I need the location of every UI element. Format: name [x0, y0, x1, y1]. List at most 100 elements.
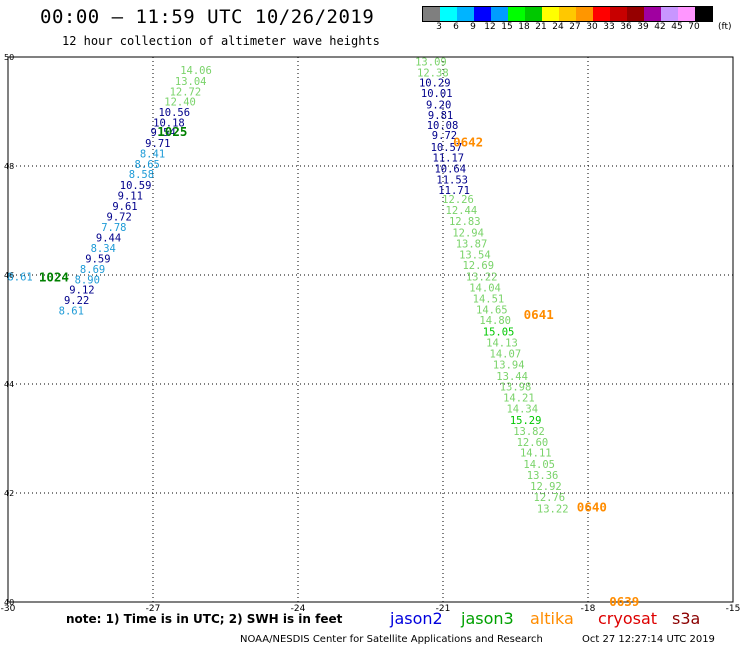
wave-height-value: 13.54 [459, 249, 491, 261]
map-frame [7, 56, 734, 603]
pass-time-label: 1024 [39, 270, 69, 285]
wave-height-value: 9.22 [64, 295, 89, 307]
wave-height-value: 10.29 [419, 78, 451, 90]
legend-item-jason2: jason2 [390, 609, 443, 628]
colorbar-unit: (ft) [718, 22, 732, 32]
wave-height-value: 12.76 [534, 492, 566, 504]
legend-item-altika: altika [530, 609, 574, 628]
legend-item-cryosat: cryosat [598, 609, 658, 628]
colorbar-swatch [678, 7, 695, 21]
x-tick-label: -18 [581, 604, 596, 614]
wave-height-value: 10.08 [427, 120, 459, 132]
note-text: note: 1) Time is in UTC; 2) SWH is in fe… [66, 612, 343, 626]
wave-height-value: 12.92 [530, 481, 562, 493]
wave-height-value: 12.26 [442, 194, 474, 206]
colorbar-tick-label: 18 [518, 22, 530, 32]
wave-height-value: 12.44 [446, 205, 478, 217]
footer-timestamp: Oct 27 12:27:14 UTC 2019 [582, 634, 715, 645]
wave-height-value: 14.07 [490, 348, 522, 360]
y-tick-label: 44 [4, 380, 14, 389]
wave-height-value: 9.12 [69, 285, 94, 297]
map-title: 00:00 – 11:59 UTC 10/26/2019 [40, 6, 375, 28]
wave-height-value: 8.34 [91, 243, 116, 255]
colorbar-swatch [423, 7, 440, 21]
colorbar-tick-label: 30 [586, 22, 598, 32]
wave-height-value: 12.72 [170, 86, 202, 98]
pass-time-label: 0641 [524, 307, 554, 322]
map-subtitle: 12 hour collection of altimeter wave hei… [62, 34, 380, 48]
wave-height-value: 13.44 [496, 371, 528, 383]
wave-height-value: 13.36 [527, 470, 559, 482]
wave-height-value: 11.53 [436, 175, 468, 187]
wave-height-value: 10.59 [120, 180, 152, 192]
wave-height-value: 9.71 [145, 138, 170, 150]
colorbar-tick-label: 70 [688, 22, 700, 32]
wave-height-value: 12.40 [164, 97, 196, 109]
colorbar-labels: 3 6 9 12 15 18 21 24 27 30 33 36 39 42 45 70 [422, 22, 740, 34]
y-tick-label: 40 [4, 598, 14, 607]
colorbar-swatch [661, 7, 678, 21]
pass-time-label: 0642 [453, 134, 483, 149]
wave-height-value: 14.11 [520, 448, 552, 460]
wave-height-value: 7.78 [101, 222, 126, 234]
wave-height-value: 12.60 [517, 437, 549, 449]
wave-height-value: 9.72 [432, 130, 457, 142]
x-tick-label: -21 [436, 604, 451, 614]
wave-height-value: 11.17 [433, 152, 465, 164]
wave-height-value: 13.98 [500, 382, 532, 394]
wave-height-value: 14.65 [476, 304, 508, 316]
y-tick-label: 42 [4, 489, 14, 498]
colorbar-swatch [644, 7, 661, 21]
colorbar-swatch [525, 7, 542, 21]
colorbar-tick-label: 27 [569, 22, 581, 32]
x-tick-label: -15 [726, 604, 740, 614]
wave-height-value: 14.06 [180, 65, 212, 77]
wave-height-value: 9.72 [107, 212, 132, 224]
y-tick-label: 46 [4, 271, 14, 280]
colorbar-tick-label: 33 [603, 22, 615, 32]
wave-height-value: 13.82 [513, 426, 545, 438]
colorbar-tick-label: 15 [501, 22, 513, 32]
wave-height-value: 12.94 [452, 227, 484, 239]
wave-height-value: 9.81 [428, 110, 453, 122]
wave-height-value: 15.29 [510, 415, 542, 427]
wave-height-value: 14.21 [503, 393, 535, 405]
colorbar-swatch [491, 7, 508, 21]
colorbar-tick-label: 21 [535, 22, 547, 32]
colorbar-tick-label: 9 [470, 22, 476, 32]
wave-height-value: 10.57 [431, 142, 463, 154]
wave-height-value: 9.44 [96, 232, 121, 244]
colorbar-swatch [559, 7, 576, 21]
y-tick-label: 48 [4, 162, 14, 171]
pass-time-label: 0639 [609, 594, 639, 609]
wave-height-value: 13.22 [466, 272, 498, 284]
pass-time-label: 0640 [577, 500, 607, 515]
colorbar-swatch [474, 7, 491, 21]
wave-height-value: 13.04 [175, 76, 207, 88]
wave-height-value: 9.54 [151, 127, 176, 139]
colorbar-swatch [457, 7, 474, 21]
wave-height-value: 9.20 [426, 99, 451, 111]
wave-height-value: 8.61 [59, 305, 84, 317]
wave-height-value: 14.04 [469, 283, 501, 295]
wave-height-value: 9.61 [112, 201, 137, 213]
colorbar-swatch [440, 7, 457, 21]
colorbar-tick-label: 24 [552, 22, 564, 32]
wave-height-value: 12.83 [449, 216, 481, 228]
wave-height-value: 13.87 [456, 238, 488, 250]
wave-height-value: 9.59 [85, 254, 110, 266]
colorbar-tick-label: 36 [620, 22, 632, 32]
wave-height-value: 8.90 [75, 274, 100, 286]
colorbar-swatch [695, 7, 712, 21]
colorbar-swatch [508, 7, 525, 21]
y-tick-label: 50 [4, 53, 14, 62]
wave-height-value: 13.94 [493, 359, 525, 371]
colorbar-swatch [576, 7, 593, 21]
wave-height-value: 13.22 [537, 503, 569, 515]
wave-height-value: 10.01 [421, 88, 453, 100]
wave-height-value: 8.58 [129, 169, 154, 181]
wave-height-value: 8.69 [80, 264, 105, 276]
wave-height-value: 14.34 [506, 404, 538, 416]
colorbar-swatch [627, 7, 644, 21]
